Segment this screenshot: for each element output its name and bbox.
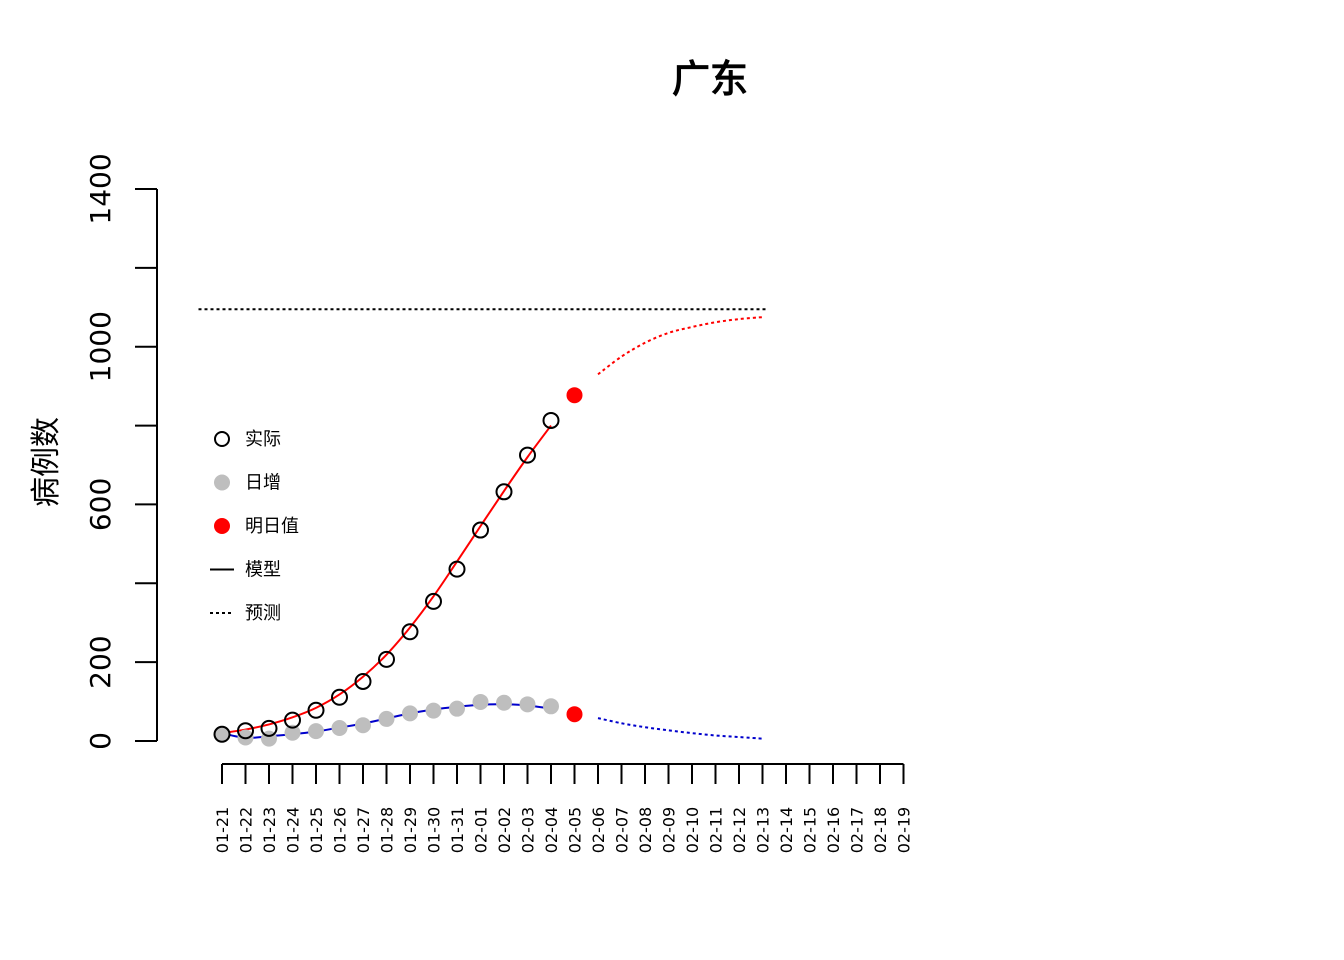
y-tick-label: 1400: [84, 153, 117, 224]
x-tick-label: 02-11: [707, 807, 726, 854]
x-tick-label: 01-21: [213, 807, 232, 854]
daily-point: [449, 700, 465, 717]
actual-point: [519, 446, 536, 464]
legend-symbol-gray-dot: [214, 474, 230, 491]
x-tick-label: 01-29: [401, 807, 420, 854]
forecast-line-6: [597, 717, 763, 740]
x-tick-label: 02-13: [754, 807, 773, 854]
daily-point: [355, 717, 371, 734]
legend-label: 模型: [245, 560, 281, 581]
actual-point: [425, 592, 442, 610]
y-tick-label: 0: [84, 732, 117, 750]
x-tick-label: 02-19: [895, 807, 914, 854]
forecast-line-5: [597, 316, 763, 376]
x-tick-label: 02-05: [566, 807, 585, 854]
actual-point: [401, 623, 419, 641]
x-tick-label: 02-08: [636, 807, 655, 854]
y-axis-label: 病例数: [29, 417, 64, 507]
x-tick-label: 01-30: [425, 807, 444, 854]
actual-point: [284, 711, 301, 729]
daily-point: [308, 723, 324, 740]
y-tick-label: 600: [84, 478, 117, 531]
x-tick-label: 01-22: [237, 807, 256, 854]
x-tick-label: 02-02: [495, 807, 514, 854]
x-tick-label: 02-09: [660, 807, 679, 854]
y-axis: 0 200 600 1000 1400: [84, 153, 158, 750]
legend-label: 日增: [245, 473, 281, 494]
actual-point: [307, 701, 325, 719]
daily-point: [214, 726, 230, 743]
x-tick-label: 01-28: [378, 807, 397, 854]
actual-point: [331, 688, 348, 706]
x-tick-label: 02-03: [519, 807, 538, 854]
legend-label: 预测: [245, 603, 281, 624]
x-tick-label: 01-26: [331, 807, 350, 854]
actual-point: [472, 521, 489, 539]
legend-label: 实际: [245, 429, 281, 450]
daily-point: [519, 696, 536, 713]
x-tick-label: 02-04: [542, 807, 561, 854]
x-tick-label: 02-10: [683, 807, 702, 854]
legend-label: 明日值: [245, 516, 299, 537]
tomorrow-point: [566, 706, 583, 723]
daily-point: [284, 724, 301, 741]
chart-title: 广东: [672, 57, 748, 101]
x-tick-label: 02-12: [730, 807, 749, 854]
daily-point: [472, 693, 489, 710]
x-tick-label: 02-17: [848, 807, 867, 854]
tomorrow-point: [566, 387, 583, 404]
actual-point: [378, 650, 395, 668]
plot-points: [213, 387, 583, 747]
daily-point: [425, 702, 442, 719]
x-tick-label: 01-31: [448, 807, 467, 854]
x-tick-label: 02-14: [777, 807, 796, 854]
daily-point: [331, 719, 348, 736]
daily-point: [378, 710, 395, 727]
actual-point: [354, 672, 372, 690]
x-tick-label: 01-23: [260, 807, 279, 854]
x-tick-label: 02-15: [801, 807, 820, 854]
daily-point: [543, 698, 559, 715]
actual-point: [542, 411, 560, 429]
y-tick-label: 1000: [84, 311, 117, 382]
actual-point: [213, 725, 231, 743]
x-tick-label: 01-27: [354, 807, 373, 854]
actual-point: [448, 560, 466, 578]
x-axis: 01-21 01-22 01-23 01-24 01-25 01-26 01-27 01-28…: [213, 763, 914, 854]
daily-point: [496, 694, 512, 711]
actual-point: [260, 719, 278, 737]
x-tick-label: 01-25: [307, 807, 326, 854]
x-tick-label: 02-01: [472, 807, 491, 854]
x-tick-label: 02-07: [613, 807, 632, 854]
daily-point: [402, 705, 418, 722]
x-tick-label: 02-06: [589, 807, 608, 854]
x-tick-label: 01-24: [284, 807, 303, 854]
x-tick-label: 02-18: [871, 807, 890, 854]
actual-point: [495, 483, 513, 501]
legend-symbol-open-circle: [214, 431, 230, 447]
actual-point: [237, 722, 254, 740]
x-tick-label: 02-16: [824, 807, 843, 854]
y-tick-label: 200: [84, 635, 117, 688]
legend-symbol-red-dot: [214, 518, 230, 534]
model-line-3: [221, 424, 552, 735]
